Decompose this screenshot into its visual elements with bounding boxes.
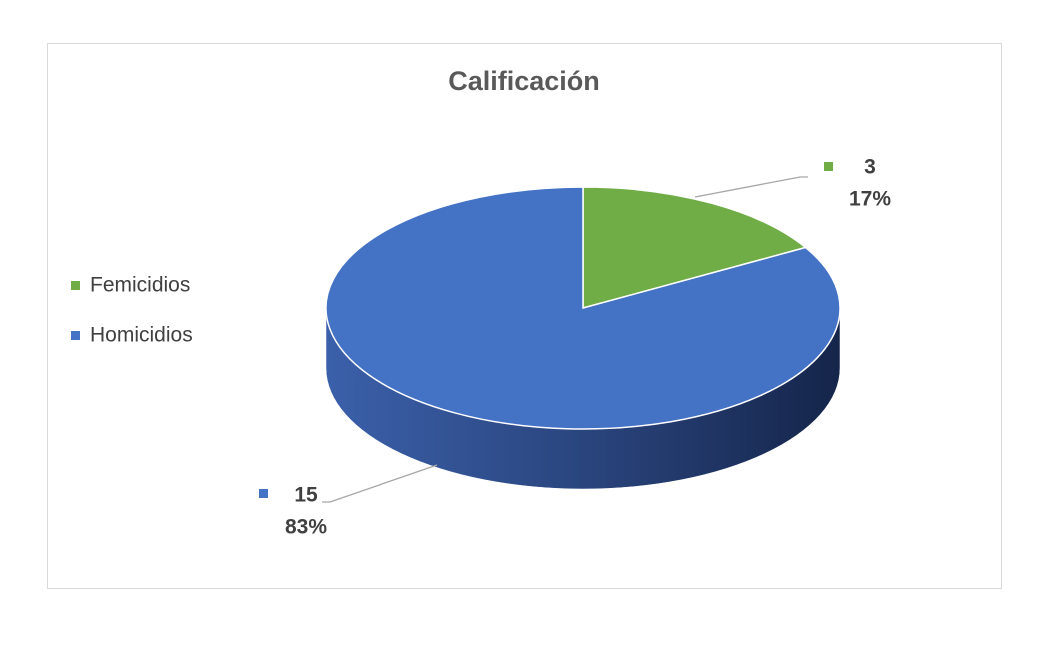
data-label: 15: [294, 484, 318, 507]
legend-label: Homicidios: [90, 324, 193, 347]
leader-line: [322, 464, 438, 503]
legend-key: [71, 331, 80, 340]
data-label: 3: [864, 156, 876, 179]
data-label-percent: 17%: [849, 188, 891, 211]
chart-title: Calificación: [448, 66, 600, 96]
pie-slice: [582, 186, 808, 309]
pie-slice: [325, 186, 841, 430]
data-label-percent: 83%: [285, 516, 327, 539]
label-key: [259, 489, 268, 498]
pie: [325, 186, 841, 490]
labels: 3 17% 15 83% Femicidios Homicidios: [71, 156, 891, 539]
legend-label: Femicidios: [90, 274, 190, 297]
label-key: [824, 162, 833, 171]
leader-line: [694, 176, 808, 198]
legend-key: [71, 281, 80, 290]
